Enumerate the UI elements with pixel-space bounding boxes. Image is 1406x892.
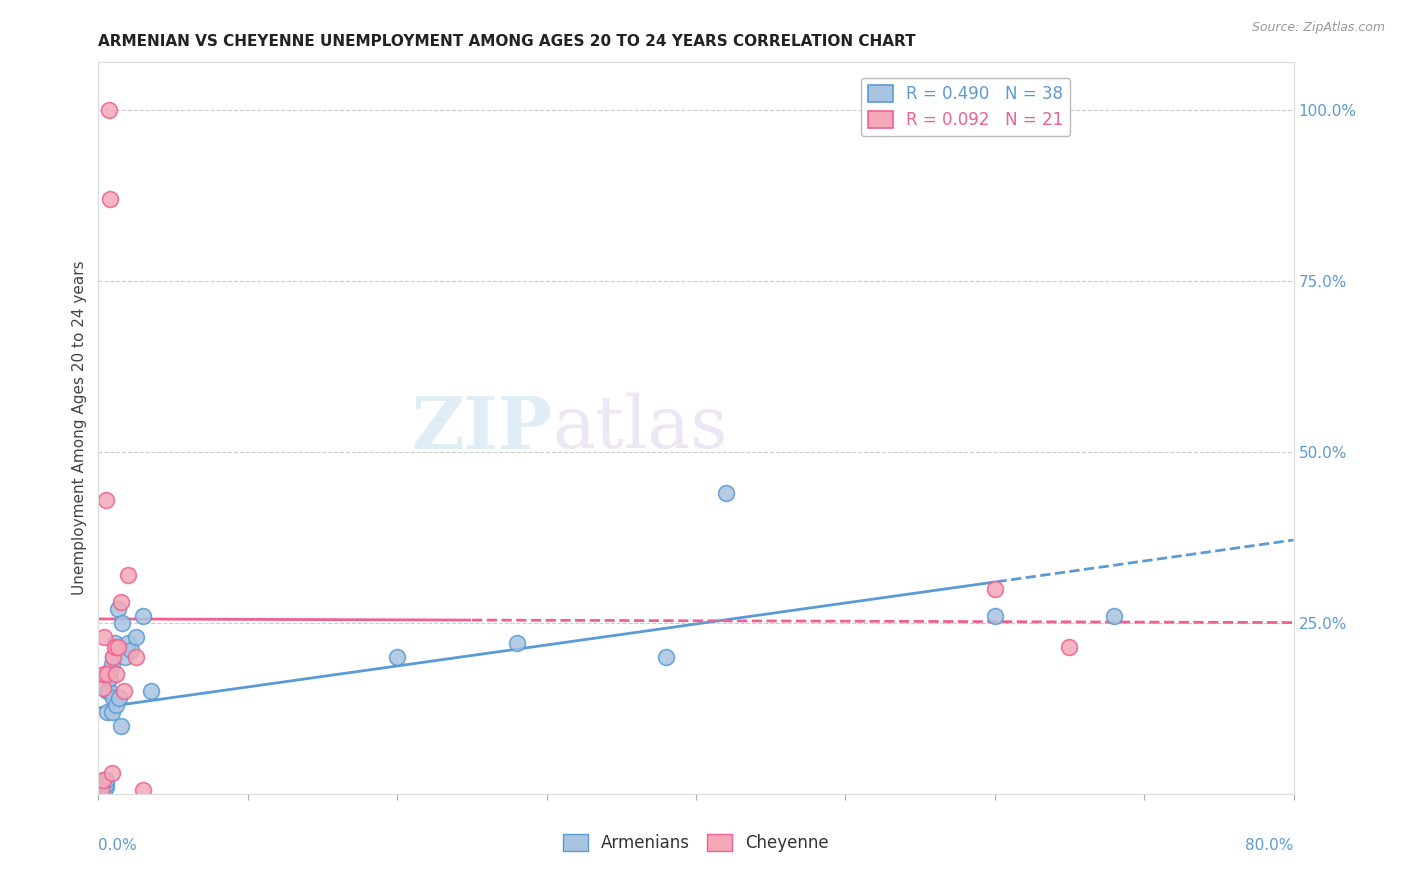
Point <box>94 780 117 794</box>
Point <box>655 650 678 665</box>
Point <box>96 667 118 681</box>
Point <box>110 595 132 609</box>
Point <box>96 684 118 698</box>
Point <box>97 103 120 118</box>
Point <box>101 657 124 671</box>
Point <box>103 650 125 665</box>
Point <box>91 773 114 788</box>
Legend: Armenians, Cheyenne: Armenians, Cheyenne <box>557 827 835 859</box>
Point <box>114 650 136 665</box>
Point <box>714 486 737 500</box>
Point <box>103 650 125 665</box>
Point <box>984 609 1007 624</box>
Point <box>108 691 131 706</box>
Point <box>104 640 127 654</box>
Point <box>98 671 122 685</box>
Point <box>93 783 115 797</box>
Point <box>94 492 117 507</box>
Y-axis label: Unemployment Among Ages 20 to 24 years: Unemployment Among Ages 20 to 24 years <box>72 260 87 596</box>
Point <box>1104 609 1126 624</box>
Point <box>105 698 128 712</box>
Text: atlas: atlas <box>553 392 728 464</box>
Point <box>117 636 139 650</box>
Point <box>984 582 1007 596</box>
Text: ARMENIAN VS CHEYENNE UNEMPLOYMENT AMONG AGES 20 TO 24 YEARS CORRELATION CHART: ARMENIAN VS CHEYENNE UNEMPLOYMENT AMONG … <box>98 34 917 49</box>
Point <box>94 777 117 791</box>
Point <box>112 684 135 698</box>
Point <box>98 192 122 206</box>
Point <box>91 780 114 794</box>
Point <box>111 615 134 630</box>
Text: ZIP: ZIP <box>412 392 553 464</box>
Point <box>91 780 114 794</box>
Point <box>96 705 118 719</box>
Point <box>93 630 115 644</box>
Point <box>107 602 129 616</box>
Point <box>93 667 115 681</box>
Point <box>101 705 124 719</box>
Text: Source: ZipAtlas.com: Source: ZipAtlas.com <box>1251 21 1385 34</box>
Point <box>103 691 125 706</box>
Point <box>91 777 114 791</box>
Point <box>104 636 127 650</box>
Text: 80.0%: 80.0% <box>1246 838 1294 853</box>
Text: 0.0%: 0.0% <box>98 838 138 853</box>
Point <box>132 783 155 797</box>
Point <box>97 684 120 698</box>
Point <box>97 671 120 685</box>
Point <box>120 643 142 657</box>
Point <box>101 766 124 780</box>
Point <box>139 684 162 698</box>
Point <box>1059 640 1081 654</box>
Point <box>125 630 148 644</box>
Point <box>125 650 148 665</box>
Point <box>94 773 117 788</box>
Point <box>110 718 132 732</box>
Point <box>90 783 112 797</box>
Point <box>132 609 155 624</box>
Point <box>506 636 529 650</box>
Point <box>117 568 139 582</box>
Point <box>93 773 115 788</box>
Point <box>91 681 114 695</box>
Point <box>90 783 112 797</box>
Point <box>98 664 122 678</box>
Point <box>93 780 115 794</box>
Point <box>107 640 129 654</box>
Point <box>385 650 409 665</box>
Point <box>105 667 128 681</box>
